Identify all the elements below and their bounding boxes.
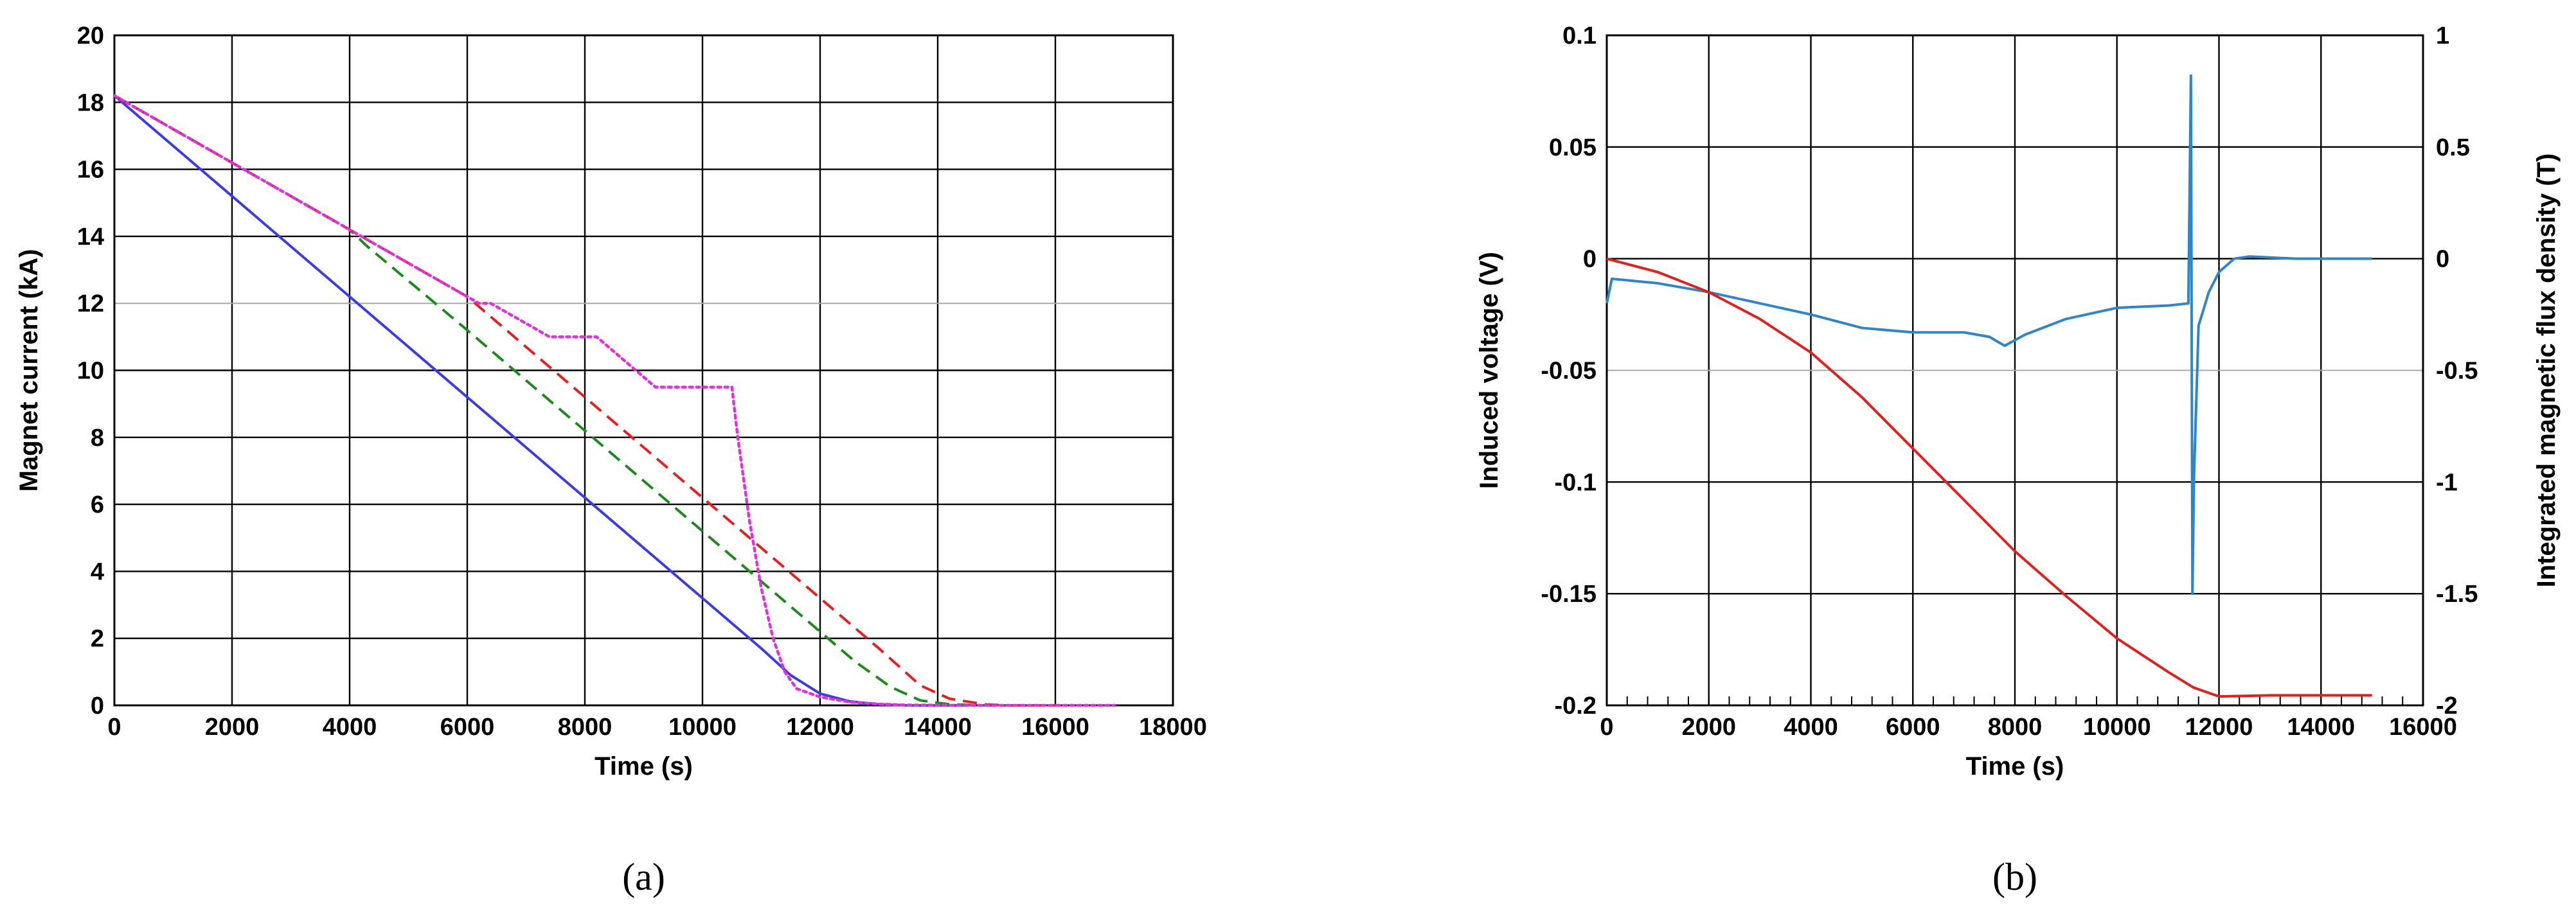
- y-tick-label: 2: [91, 626, 104, 653]
- y-tick-label: -0.05: [1541, 358, 1597, 385]
- x-tick-label: 6000: [440, 714, 495, 741]
- series-line-1: [113, 94, 967, 707]
- y-tick-label: 16: [77, 157, 104, 184]
- x-tick-label: 16000: [1021, 714, 1089, 741]
- x-tick-label: 8000: [1988, 714, 2043, 741]
- y2-tick-label: -2: [2436, 693, 2458, 719]
- y-tick-label: 4: [91, 558, 104, 585]
- x-tick-label: 14000: [904, 714, 972, 741]
- x-tick-label: 18000: [1139, 714, 1207, 741]
- panel-a-y-axis-label: Magnet current (kA): [15, 249, 43, 492]
- x-tick-label: 2000: [205, 714, 260, 741]
- panel-b-y2-ticks: -2 -1.5 -1 -0.5 0 0.5 1: [2436, 22, 2478, 719]
- x-tick-label: 14000: [2287, 714, 2355, 741]
- y-tick-label: 0: [1583, 246, 1597, 273]
- x-tick-label: 4000: [1784, 714, 1838, 741]
- y-tick-label: 20: [77, 22, 104, 49]
- panel-a-label: (a): [622, 856, 665, 898]
- panel-b-y-axis-label: Induced voltage (V): [1475, 252, 1503, 489]
- y-tick-label: 0: [91, 693, 104, 719]
- y2-tick-label: 0: [2436, 246, 2449, 273]
- panel-b-y2-axis-label: Integrated magnetic flux density (T): [2532, 154, 2561, 588]
- y2-tick-label: -1.5: [2436, 581, 2478, 608]
- y-tick-label: 6: [91, 491, 104, 518]
- x-tick-label: 16000: [2389, 714, 2457, 741]
- y-tick-label: 14: [77, 224, 104, 251]
- x-tick-label: 8000: [558, 714, 613, 741]
- panel-b-minor-ticks: [1606, 696, 2424, 705]
- panel-b-grid: [1607, 35, 2423, 705]
- panel-a-chart: 0 2000 4000 6000 8000 10000 12000 14000 16000 180…: [15, 22, 1207, 898]
- y-tick-label: 10: [77, 358, 104, 385]
- series-line-4: [112, 94, 1116, 707]
- series-line-2: [1606, 257, 2372, 698]
- x-tick-label: 12000: [2185, 714, 2253, 741]
- x-tick-label: 6000: [1886, 714, 1940, 741]
- x-tick-label: 10000: [668, 714, 737, 741]
- y-tick-label: -0.15: [1541, 581, 1597, 608]
- panel-a-grid: [114, 35, 1173, 705]
- panel-b-x-axis-label: Time (s): [1966, 752, 2064, 781]
- x-tick-label: 12000: [786, 714, 854, 741]
- panel-b-chart: 0 2000 4000 6000 8000 10000 12000 14000 16000 -0…: [1475, 22, 2561, 898]
- x-tick-label: 0: [1600, 714, 1613, 741]
- panel-b-x-ticks: 0 2000 4000 6000 8000 10000 12000 14000 16000: [1600, 714, 2456, 741]
- y2-tick-label: -1: [2436, 469, 2458, 496]
- panel-b-label: (b): [1992, 856, 2037, 898]
- y-tick-label: -0.2: [1555, 693, 1597, 719]
- y-tick-label: 8: [91, 425, 104, 452]
- x-tick-label: 10000: [2083, 714, 2151, 741]
- y-tick-label: 18: [77, 89, 104, 116]
- x-tick-label: 2000: [1681, 714, 1736, 741]
- y2-tick-label: 0.5: [2436, 134, 2470, 161]
- y2-tick-label: -0.5: [2436, 358, 2478, 385]
- panel-a-series: [112, 94, 1116, 707]
- y-tick-label: 0.1: [1562, 22, 1597, 49]
- panel-b-y-ticks: -0.2 -0.15 -0.1 -0.05 0 0.05 0.1: [1541, 22, 1597, 719]
- x-tick-label: 0: [107, 714, 121, 741]
- panel-b-series: [1606, 74, 2372, 698]
- x-tick-label: 4000: [323, 714, 377, 741]
- panel-a-y-ticks: 0 2 4 6 8 10 12 14 16 18 20: [77, 22, 104, 719]
- series-line-1: [1606, 74, 2372, 596]
- y-tick-label: 0.05: [1549, 134, 1597, 161]
- y2-tick-label: 1: [2436, 22, 2449, 49]
- panel-a-x-ticks: 0 2000 4000 6000 8000 10000 12000 14000 16000 180…: [107, 714, 1206, 741]
- panel-a-x-axis-label: Time (s): [595, 752, 693, 781]
- panel-a-plot-frame: [113, 34, 1174, 707]
- y-tick-label: 12: [77, 290, 104, 317]
- series-line-2: [114, 94, 1026, 707]
- y-tick-label: -0.1: [1555, 469, 1597, 496]
